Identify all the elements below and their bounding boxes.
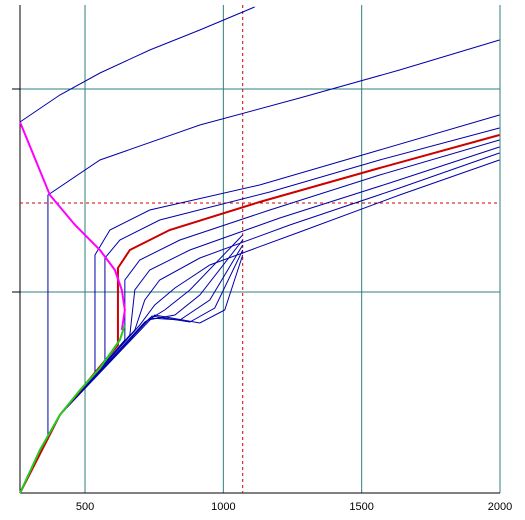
curve <box>19 139 500 494</box>
curve <box>19 239 244 494</box>
curve <box>19 146 500 494</box>
curve <box>19 152 500 494</box>
curve <box>19 324 126 494</box>
x-tick-label: 1000 <box>211 501 235 513</box>
curve <box>19 134 500 494</box>
curve <box>19 249 244 494</box>
x-tick-label: 500 <box>76 501 94 513</box>
curve <box>19 6 255 123</box>
curve <box>19 114 500 494</box>
curve <box>19 121 126 331</box>
curve <box>19 234 244 494</box>
curve <box>19 254 244 494</box>
curve <box>19 159 500 494</box>
curve <box>19 127 500 494</box>
x-tick-label: 2000 <box>488 501 512 513</box>
curve <box>47 39 500 440</box>
x-tick-label: 1500 <box>349 501 373 513</box>
